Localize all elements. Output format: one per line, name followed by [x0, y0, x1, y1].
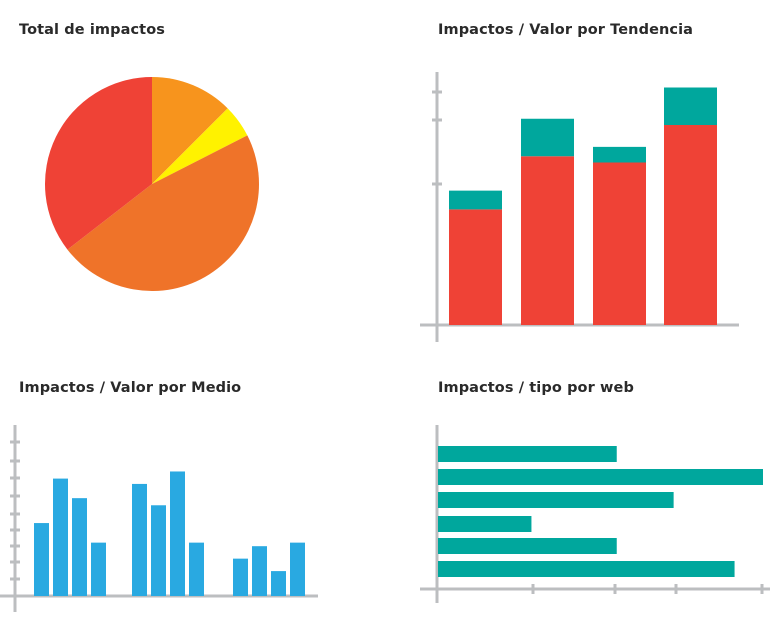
web-bar-3 — [438, 492, 674, 508]
medio-bar-g1-1 — [34, 523, 49, 596]
trend-bar-2-segment-1 — [521, 156, 574, 325]
medio-bar-g3-4 — [290, 542, 305, 596]
medio-bar-g3-1 — [233, 558, 248, 596]
web-bar-1 — [438, 446, 617, 462]
trend-chart-title: Impactos / Valor por Tendencia — [438, 22, 694, 38]
pie-chart-title: Total de impactos — [19, 22, 165, 38]
medio-bar-g1-3 — [72, 498, 87, 596]
web-bar-4 — [438, 516, 532, 532]
web-bar-5 — [438, 538, 617, 554]
pie-slice-2 — [152, 108, 248, 184]
trend-bar-1-segment-1 — [449, 209, 502, 325]
trend-bar-2-segment-2 — [521, 118, 574, 157]
trend-bar-1-segment-2 — [449, 190, 502, 210]
web-bar-2 — [438, 469, 763, 485]
trend-bar-3-segment-1 — [593, 162, 646, 325]
medio-chart-title: Impactos / Valor por Medio — [19, 380, 242, 396]
pie-slice-4 — [45, 77, 152, 250]
medio-bar-g3-3 — [271, 571, 286, 596]
medio-bar-g2-3 — [170, 471, 185, 596]
medio-bar-g1-2 — [53, 478, 68, 596]
web-chart-title: Impactos / tipo por web — [438, 380, 634, 396]
pie-slice-1 — [152, 77, 228, 184]
medio-bar-g2-2 — [151, 505, 166, 596]
medio-bar-g2-4 — [189, 542, 204, 596]
medio-bar-g1-4 — [91, 542, 106, 596]
medio-bar-g3-2 — [252, 546, 267, 596]
medio-bar-g2-1 — [132, 483, 147, 596]
pie-slice-3 — [67, 135, 259, 291]
trend-bar-4-segment-2 — [664, 87, 717, 125]
trend-bar-3-segment-2 — [593, 146, 646, 163]
web-bar-6 — [438, 561, 735, 577]
trend-bar-4-segment-1 — [664, 125, 717, 325]
